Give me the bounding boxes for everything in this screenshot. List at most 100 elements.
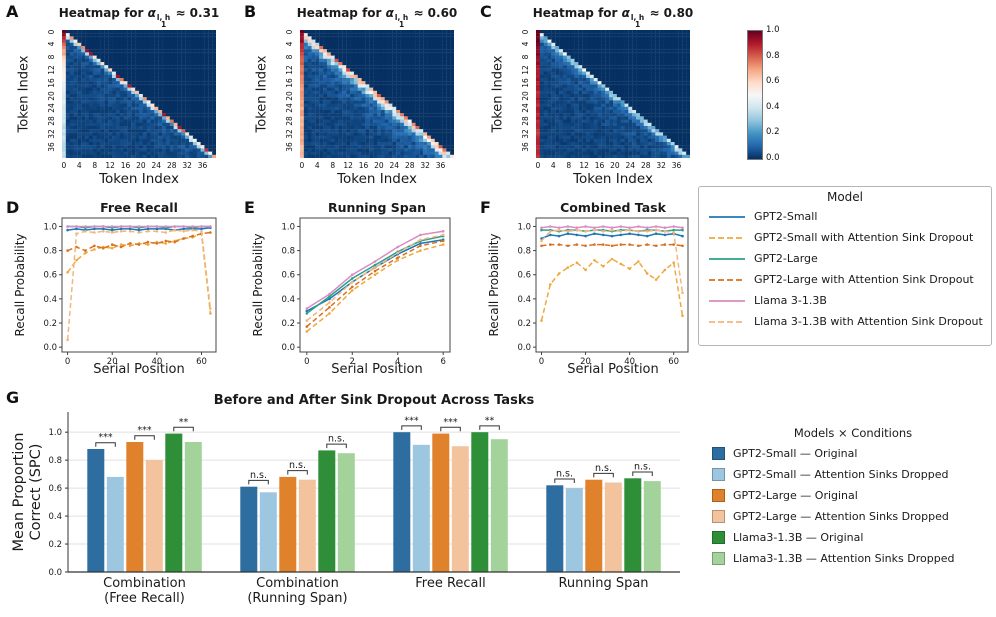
svg-text:**: ** bbox=[485, 415, 495, 426]
x-tick-label: 12 bbox=[105, 161, 115, 170]
bar bbox=[565, 488, 583, 572]
svg-text:2: 2 bbox=[350, 357, 355, 367]
legend-line-sample bbox=[709, 299, 745, 302]
legend-label: GPT2-Small — Original bbox=[733, 447, 858, 460]
svg-text:0.2: 0.2 bbox=[281, 319, 295, 329]
line-chart-title: Combined Task bbox=[560, 200, 666, 215]
series-llama bbox=[540, 225, 684, 229]
panel-letter-c: C bbox=[480, 2, 492, 21]
x-tick-label: 8 bbox=[330, 161, 336, 170]
svg-text:n.s.: n.s. bbox=[250, 470, 267, 481]
x-tick-label: 16 bbox=[120, 161, 131, 170]
svg-text:0.6: 0.6 bbox=[517, 271, 531, 281]
legend-item: GPT2-Small bbox=[707, 206, 983, 227]
colorbar-tick-label: 0.0 bbox=[766, 153, 780, 163]
legend-label: Llama3-1.3B — Attention Sinks Dropped bbox=[733, 552, 955, 565]
legend-color-swatch bbox=[712, 468, 725, 481]
subscript: 1 bbox=[398, 20, 405, 29]
bar bbox=[240, 486, 258, 572]
panel-letter-f: F bbox=[480, 198, 491, 217]
svg-text:40: 40 bbox=[151, 357, 162, 367]
bar bbox=[298, 479, 316, 572]
x-tick-label: 24 bbox=[151, 161, 162, 170]
panel-letter-b: B bbox=[244, 2, 257, 21]
svg-text:0: 0 bbox=[65, 357, 70, 367]
x-tick-label: 32 bbox=[656, 161, 666, 170]
y-tick-label: 36 bbox=[521, 142, 530, 152]
y-axis-label: Recall Probability bbox=[487, 233, 501, 337]
panel-letter-d: D bbox=[6, 198, 20, 217]
bar-chart: 0.00.20.40.60.81.0 ********Combination(Fr… bbox=[48, 412, 680, 606]
bar bbox=[585, 479, 603, 572]
legend-line-sample bbox=[709, 278, 745, 281]
svg-text:Combination: Combination bbox=[103, 576, 186, 591]
line-chart-f: 0 20 40 60 0.0 0.2 0.4 0.6 0.8 1.0 bbox=[517, 217, 689, 367]
panel-letter-e: E bbox=[244, 198, 255, 217]
bar bbox=[604, 482, 622, 572]
bar bbox=[87, 449, 105, 572]
alpha-symbol: α bbox=[385, 6, 394, 20]
svg-text:**: ** bbox=[179, 417, 189, 428]
svg-text:(Free Recall): (Free Recall) bbox=[104, 591, 185, 606]
x-tick-label: 12 bbox=[343, 161, 353, 170]
bar bbox=[184, 442, 202, 572]
legend-label: GPT2-Large with Attention Sink Dropout bbox=[754, 273, 974, 286]
series-llama_drop bbox=[66, 228, 212, 342]
bar bbox=[451, 446, 469, 572]
x-tick-label: 20 bbox=[610, 161, 620, 170]
bar bbox=[126, 442, 144, 572]
title-approx-value: ≈ 0.31 bbox=[171, 6, 220, 20]
bar bbox=[337, 453, 355, 572]
bar-legend: Models × Conditions GPT2-Small — Origina… bbox=[712, 426, 994, 569]
colorbar-tick-label: 0.8 bbox=[766, 50, 780, 61]
legend-item: Llama 3-1.3B with Attention Sink Dropout bbox=[707, 311, 983, 332]
subscript: 1 bbox=[634, 20, 641, 29]
svg-text:1.0: 1.0 bbox=[48, 428, 62, 438]
alpha-symbol: α bbox=[147, 6, 156, 20]
legend-item: GPT2-Small — Attention Sinks Dropped bbox=[712, 464, 994, 485]
svg-text:n.s.: n.s. bbox=[634, 462, 651, 473]
svg-text:0.8: 0.8 bbox=[48, 456, 62, 466]
svg-text:0.0: 0.0 bbox=[43, 343, 57, 353]
series-llama_drop bbox=[305, 233, 445, 322]
svg-text:Running Span: Running Span bbox=[558, 576, 648, 591]
x-axis-label: Token Index bbox=[337, 171, 417, 187]
x-tick-label: 0 bbox=[299, 161, 305, 170]
model-legend: Model GPT2-Small GPT2-Small with Attentio… bbox=[698, 186, 992, 346]
x-tick-label: 4 bbox=[76, 161, 82, 170]
x-axis-label: Token Index bbox=[573, 171, 653, 187]
y-axis-label: Recall Probability bbox=[251, 233, 265, 337]
x-tick-label: 20 bbox=[136, 161, 146, 170]
legend-item: Llama3-1.3B — Original bbox=[712, 527, 994, 548]
svg-text:0.8: 0.8 bbox=[281, 247, 295, 257]
significance-annotations: ******** bbox=[95, 417, 194, 447]
bar bbox=[643, 481, 661, 572]
category-label: Free Recall bbox=[415, 576, 486, 591]
title-text: Heatmap for bbox=[58, 6, 148, 20]
svg-text:6: 6 bbox=[440, 357, 445, 367]
legend-color-swatch bbox=[712, 531, 725, 544]
svg-text:0.8: 0.8 bbox=[43, 247, 57, 257]
panel-e-running-span: E Running Span Recall Probability 0 2 4 6 0.… bbox=[238, 196, 474, 388]
x-axis-label: Serial Position bbox=[567, 362, 659, 377]
svg-text:***: *** bbox=[98, 432, 113, 443]
series-llama bbox=[305, 230, 445, 310]
svg-text:40: 40 bbox=[624, 357, 635, 367]
line-chart-d: 0 20 40 60 0.0 0.2 0.4 0.6 0.8 1.0 bbox=[43, 217, 217, 367]
category-label: Running Span bbox=[558, 576, 648, 591]
x-axis-label: Serial Position bbox=[331, 362, 423, 377]
series-llama bbox=[66, 225, 212, 228]
legend-item: GPT2-Small — Original bbox=[712, 443, 994, 464]
legend-label: GPT2-Small with Attention Sink Dropout bbox=[754, 231, 974, 244]
bar bbox=[546, 485, 564, 572]
x-axis-label: Token Index bbox=[99, 171, 179, 187]
svg-text:0.2: 0.2 bbox=[43, 319, 57, 329]
line-chart-title: Running Span bbox=[327, 200, 427, 215]
y-axis-label: Recall Probability bbox=[13, 233, 27, 337]
legend-label: GPT2-Large bbox=[754, 252, 818, 265]
